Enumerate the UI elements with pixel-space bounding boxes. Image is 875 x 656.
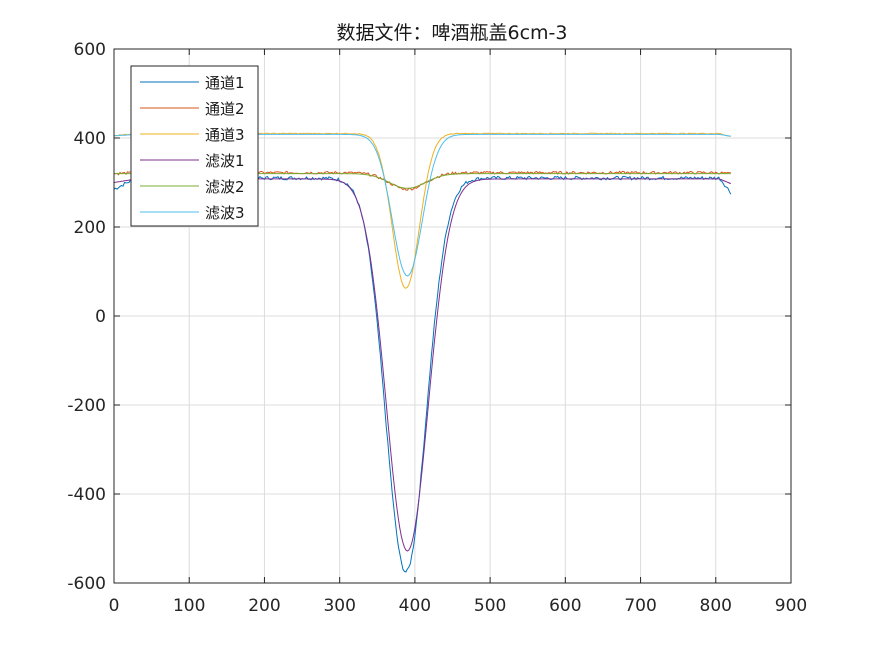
chart-title: 数据文件：啤酒瓶盖6cm-3 — [337, 22, 568, 44]
x-tick-label: 300 — [323, 596, 355, 616]
x-tick-label: 100 — [173, 596, 205, 616]
tick-marks — [113, 48, 792, 584]
x-tick-labels: 0 100 200 300 400 500 600 700 800 900 — [109, 596, 808, 616]
x-tick-label: 800 — [700, 596, 732, 616]
legend-label: 通道2 — [205, 100, 245, 118]
legend-entry: 通道1 — [140, 74, 245, 92]
y-tick-label: 600 — [74, 40, 106, 60]
plot-area: 0 100 200 300 400 500 600 700 800 900 6004002000-… — [67, 40, 807, 616]
y-tick-label: -400 — [67, 485, 106, 505]
y-tick-label: -600 — [67, 574, 106, 594]
y-tick-label: 400 — [74, 129, 106, 149]
legend-entry: 滤波2 — [140, 178, 245, 196]
y-tick-labels: 600 400 200 0 -200 -400 -600 — [67, 40, 106, 594]
legend-label: 滤波1 — [205, 152, 245, 170]
y-tick-label: 200 — [74, 218, 106, 238]
legend-label: 滤波3 — [205, 204, 245, 222]
legend-label: 通道1 — [205, 74, 245, 92]
legend-box — [130, 65, 259, 227]
legend: 通道1 通道2 通道3 滤波1 滤波2 滤波3 — [130, 65, 259, 227]
x-tick-label: 200 — [248, 596, 280, 616]
x-tick-label: 900 — [775, 596, 807, 616]
legend-entry: 通道3 — [140, 126, 245, 144]
x-tick-label: 400 — [399, 596, 431, 616]
legend-entries: 通道1 通道2 通道3 滤波1 滤波2 滤波3 — [140, 74, 245, 222]
x-tick-label: 700 — [624, 596, 656, 616]
x-tick-label: 600 — [549, 596, 581, 616]
legend-entry: 滤波1 — [140, 152, 245, 170]
x-tick-label: 0 — [109, 596, 120, 616]
x-tick-label: 500 — [474, 596, 506, 616]
legend-entry: 通道2 — [140, 100, 245, 118]
legend-label: 通道3 — [205, 126, 245, 144]
y-tick-label: 0 — [95, 307, 106, 327]
y-tick-label: -200 — [67, 396, 106, 416]
legend-label: 滤波2 — [205, 178, 245, 196]
legend-entry: 滤波3 — [140, 204, 245, 222]
